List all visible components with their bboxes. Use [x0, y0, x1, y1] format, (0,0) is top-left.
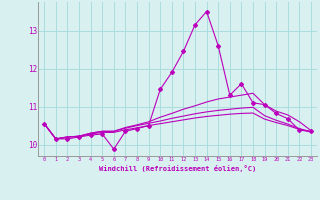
X-axis label: Windchill (Refroidissement éolien,°C): Windchill (Refroidissement éolien,°C)	[99, 165, 256, 172]
